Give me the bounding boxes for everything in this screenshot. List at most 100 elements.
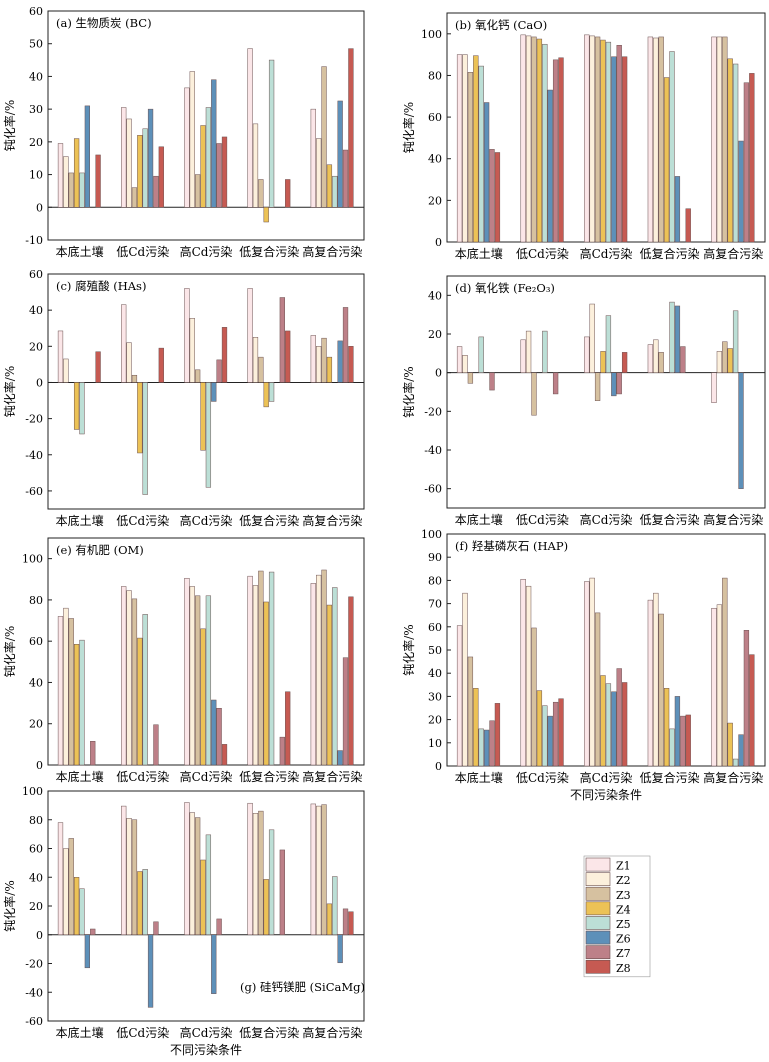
y-axis-label: 钝化率/% xyxy=(2,880,17,931)
bar-z7 xyxy=(680,346,686,373)
bar-z7 xyxy=(216,708,222,766)
bar-z8 xyxy=(749,73,755,243)
bar-z8 xyxy=(494,703,501,767)
bar-z1 xyxy=(647,599,654,767)
bar-z1 xyxy=(647,344,654,373)
bar-z5 xyxy=(142,869,148,935)
bar-z3 xyxy=(467,656,474,767)
bar-z1 xyxy=(456,54,463,243)
x-tick-label: 本底土壤 xyxy=(455,512,503,527)
bar-z3 xyxy=(68,838,74,935)
y-tick-label: 0 xyxy=(36,201,43,214)
bar-z5 xyxy=(79,382,85,435)
bar-z8 xyxy=(749,654,755,767)
y-axis-label: 钝化率/% xyxy=(401,366,416,417)
bar-z8 xyxy=(285,691,291,766)
bar-z1 xyxy=(310,108,316,208)
bar-z4 xyxy=(137,637,143,766)
bar-z2 xyxy=(653,592,659,767)
bar-z5 xyxy=(142,382,148,495)
y-tick-label: 30 xyxy=(428,690,442,703)
bar-z2 xyxy=(525,35,532,243)
y-tick-label: 20 xyxy=(29,136,43,149)
bar-z2 xyxy=(63,607,69,766)
bar-z4 xyxy=(200,125,206,208)
bar-z2 xyxy=(189,318,195,383)
bar-z5 xyxy=(732,63,739,243)
chart-title: (c) 腐殖酸 (HAs) xyxy=(56,279,146,293)
x-tick-label: 高复合污染 xyxy=(302,769,362,784)
y-tick-label: 40 xyxy=(29,871,43,884)
bar-z8 xyxy=(348,346,354,383)
legend-swatch-z5 xyxy=(585,916,611,930)
bar-z3 xyxy=(722,36,728,243)
x-tick-label: 低Cd污染 xyxy=(116,244,169,259)
y-tick-label: 40 xyxy=(29,70,43,83)
bar-z3 xyxy=(531,372,537,416)
x-tick-label: 低Cd污染 xyxy=(116,1025,169,1040)
y-tick-label: 100 xyxy=(22,553,43,566)
bar-z1 xyxy=(184,288,190,383)
bar-z3 xyxy=(722,341,728,373)
y-tick-label: 70 xyxy=(428,598,442,611)
y-tick-label: 60 xyxy=(29,5,43,18)
y-axis-label: 钝化率/% xyxy=(2,626,17,677)
bar-z5 xyxy=(478,65,484,243)
bar-z3 xyxy=(321,66,327,208)
bar-z5 xyxy=(669,728,675,767)
bar-z1 xyxy=(456,625,463,767)
bar-z2 xyxy=(653,37,659,243)
bar-z7 xyxy=(90,741,96,766)
bar-z3 xyxy=(658,352,664,373)
legend-label: Z6 xyxy=(616,933,631,946)
bar-z2 xyxy=(252,337,259,383)
bar-z8 xyxy=(685,714,691,767)
x-axis-label: 不同污染条件 xyxy=(170,1042,242,1057)
bar-z5 xyxy=(605,683,612,767)
bar-z2 xyxy=(63,358,69,383)
bar-z5 xyxy=(605,315,612,373)
bar-z7 xyxy=(342,307,349,383)
bar-z3 xyxy=(531,36,537,243)
bar-z6 xyxy=(211,79,217,208)
legend-frame xyxy=(583,855,651,978)
y-tick-label: 0 xyxy=(435,760,442,773)
bar-z7 xyxy=(342,908,349,935)
bar-z7 xyxy=(153,175,159,208)
bar-z1 xyxy=(520,34,526,243)
y-tick-label: 90 xyxy=(428,551,442,564)
bar-z8 xyxy=(348,596,354,766)
bar-z6 xyxy=(611,372,617,397)
bar-z5 xyxy=(542,330,548,373)
legend-swatch-z7 xyxy=(585,945,611,959)
y-tick-label: -20 xyxy=(25,958,43,971)
bar-z8 xyxy=(348,911,354,935)
bar-z8 xyxy=(95,351,101,383)
chart-title: (e) 有机肥 (OM) xyxy=(56,543,144,557)
x-tick-label: 高复合污染 xyxy=(302,1025,362,1040)
bar-z3 xyxy=(594,372,601,401)
bar-z5 xyxy=(332,175,338,208)
y-axis-label: 钝化率/% xyxy=(401,102,416,153)
bar-z4 xyxy=(326,164,333,208)
bar-z1 xyxy=(310,335,316,383)
bar-z7 xyxy=(153,724,159,766)
bar-z1 xyxy=(247,288,253,383)
bar-z1 xyxy=(711,372,717,403)
bar-z6 xyxy=(337,750,343,766)
y-tick-label: 20 xyxy=(29,718,43,731)
bar-z4 xyxy=(536,690,543,767)
bar-z2 xyxy=(462,592,468,767)
bar-z4 xyxy=(263,382,269,408)
bar-z2 xyxy=(525,585,532,767)
bar-z2 xyxy=(716,351,723,373)
bar-z7 xyxy=(342,657,349,766)
bar-z4 xyxy=(663,77,670,243)
bar-z2 xyxy=(252,585,259,766)
bar-z3 xyxy=(258,179,264,208)
bar-z2 xyxy=(653,339,659,373)
bar-z4 xyxy=(73,382,80,430)
bar-z4 xyxy=(600,351,606,373)
x-tick-label: 低复合污染 xyxy=(640,770,700,785)
